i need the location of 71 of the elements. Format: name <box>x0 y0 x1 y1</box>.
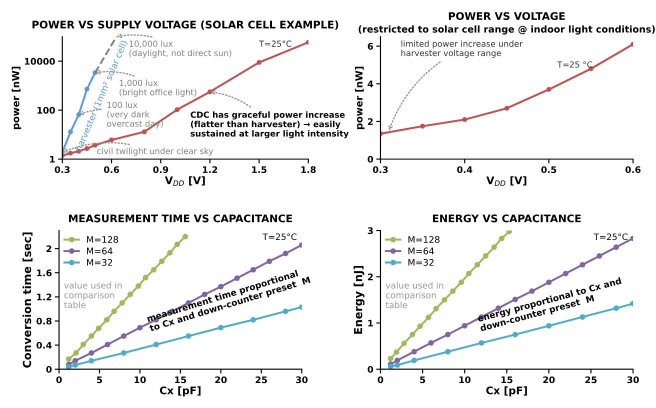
annotation: value used in comparison table <box>386 282 444 308</box>
annotation: 1,000 lux (bright office light) <box>120 80 196 97</box>
y-tick-label: 10000 <box>24 58 55 65</box>
chart-title: MEASUREMENT TIME VS CAPACITANCE <box>69 214 292 222</box>
x-tick-label: 5 <box>420 376 426 384</box>
annotation: T=25°C <box>594 233 628 240</box>
y-tick-label: 2 <box>368 273 373 280</box>
y-axis-title: Conversion time [sec] <box>22 232 32 368</box>
y-tick-label: 1 <box>368 320 373 326</box>
legend-label: M=128 <box>87 236 118 243</box>
legend-label: M=64 <box>87 248 112 254</box>
x-tick-label: 15 <box>175 376 186 384</box>
annotation: CDC has graceful power increase (flatter than harvester) → easily sustained at larger light intensity <box>190 111 349 138</box>
y-tick-label: 1 <box>50 156 55 163</box>
legend-label: M=32 <box>87 258 112 266</box>
legend-label: M=128 <box>408 236 440 243</box>
legend-label: M=32 <box>408 258 434 266</box>
y-tick-label: 4 <box>368 80 374 88</box>
x-tick-label: 1.5 <box>252 166 266 174</box>
annotation: civil twilight under clear sky <box>97 148 214 156</box>
x-tick-label: 0 <box>56 376 62 384</box>
annotation: limited power increase under harvester voltage range <box>401 40 523 58</box>
y-tick-label: 1.6 <box>37 269 52 276</box>
y-axis-title: Energy [nJ] <box>354 266 364 334</box>
y-tick-label: 0.4 <box>36 342 52 349</box>
x-tick-label: 0 <box>378 376 384 384</box>
x-tick-label: 0.4 <box>457 166 472 174</box>
y-tick-label: 0 <box>46 366 52 373</box>
x-tick-label: 10 <box>134 376 146 384</box>
x-axis-title: Cx [pF] <box>160 386 201 396</box>
x-tick-label: 30 <box>627 376 639 384</box>
x-axis-title: Cx [pF] <box>486 386 527 396</box>
annotation: T=25°C <box>259 40 292 47</box>
x-tick-label: 0.9 <box>153 166 168 174</box>
x-tick-label: 1.2 <box>202 166 218 173</box>
x-tick-label: 25 <box>585 376 597 384</box>
chart-subtitle: (restricted to solar cell range @ indoor light conditions) <box>358 25 655 35</box>
y-tick-label: 0.8 <box>36 318 52 325</box>
y-axis-title: power [nW] <box>12 66 22 130</box>
y-tick-label: 2 <box>46 245 52 252</box>
x-tick-label: 10 <box>459 376 471 384</box>
x-tick-label: 15 <box>501 376 512 384</box>
x-tick-label: 20 <box>543 376 555 384</box>
x-tick-label: 30 <box>296 376 308 384</box>
x-tick-label: 0.6 <box>625 166 641 174</box>
y-tick-label: 3 <box>368 227 373 234</box>
annotation: T=25°C <box>262 233 296 240</box>
x-tick-label: 25 <box>256 376 267 384</box>
x-axis-title: V$_{DD}$ [V] <box>486 176 526 186</box>
x-tick-label: 20 <box>215 376 227 384</box>
chart-title: ENERGY VS CAPACITANCE <box>432 214 581 222</box>
x-tick-label: 0.6 <box>104 166 120 174</box>
y-tick-label: 2 <box>368 118 373 125</box>
y-tick-label: 1.2 <box>37 294 52 300</box>
annotation: T=25 °C <box>557 61 592 68</box>
annotation: value used in comparison table <box>64 282 122 308</box>
y-axis-title: power [nW] <box>355 66 364 130</box>
chart-title: POWER VS VOLTAGE <box>448 12 565 20</box>
chart-title: POWER VS SUPPLY VOLTAGE (SOLAR CELL EXAMPLE) <box>32 20 338 30</box>
annotation: 10,000 lux (daylight, not direct sun) <box>129 40 232 58</box>
x-tick-label: 5 <box>97 376 102 384</box>
y-tick-label: 0 <box>368 156 374 163</box>
y-tick-label: 6 <box>368 42 374 50</box>
legend-label: M=64 <box>408 248 434 254</box>
x-tick-label: 0.3 <box>372 166 388 174</box>
x-tick-label: 0.5 <box>541 166 556 174</box>
x-tick-label: 0.3 <box>54 166 70 174</box>
y-tick-label: 0 <box>368 366 374 373</box>
x-tick-label: 1.8 <box>301 166 316 174</box>
x-axis-title: V$_{DD}$ [V] <box>164 176 205 186</box>
y-tick-label: 100 <box>38 106 55 114</box>
